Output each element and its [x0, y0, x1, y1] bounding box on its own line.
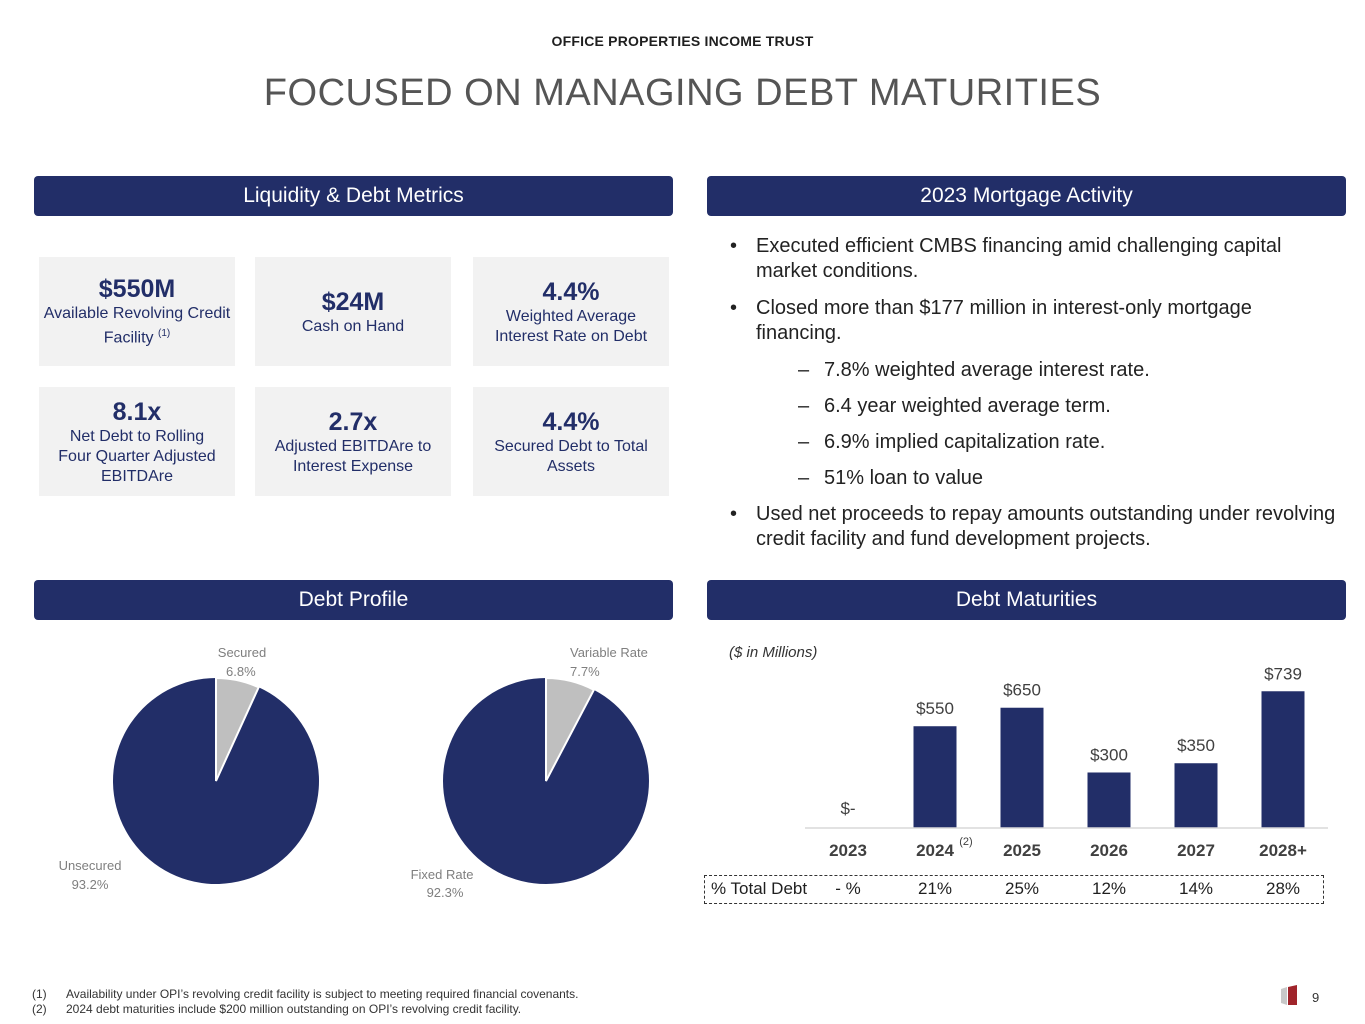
pie-label-variable-rate: Variable Rate — [570, 645, 648, 660]
page-title: FOCUSED ON MANAGING DEBT MATURITIES — [263, 72, 1102, 114]
footnotes: (1) Availability under OPI’s revolving c… — [32, 987, 578, 1017]
bullet-item: Used net proceeds to repay amounts outst… — [730, 502, 1340, 552]
metric-card-ebitda-interest: 2.7x Adjusted EBITDAre to Interest Expen… — [255, 387, 451, 496]
bullet-item: Closed more than $177 million in interes… — [730, 296, 1340, 346]
pie-value-variable-rate: 7.7% — [570, 664, 600, 679]
company-name: OFFICE PROPERTIES INCOME TRUST — [551, 33, 814, 49]
footnote-text: 2024 debt maturities include $200 millio… — [66, 1002, 522, 1016]
category-label: 2027 — [1177, 841, 1215, 860]
metric-label: Adjusted EBITDAre to Interest Expense — [274, 437, 432, 475]
bar-2027 — [1174, 763, 1218, 828]
category-footnote-marker: (2) — [959, 836, 972, 848]
pie-chart-rate-type: Variable Rate 7.7% Fixed Rate 92.3% — [411, 645, 649, 900]
bar-value-label: $650 — [1003, 681, 1041, 700]
metric-value: $24M — [321, 287, 385, 316]
metric-label: Available Revolving Credit Facility (1) — [43, 305, 231, 347]
pct-total-debt-row: % Total Debt - % 21% 25% 12% 14% 28% — [704, 875, 1324, 904]
metric-value: $550M — [98, 275, 176, 304]
bullet-item: Executed efficient CMBS financing amid c… — [730, 234, 1340, 284]
footnote-number: (2) — [32, 1002, 47, 1016]
pie-slice-variable-rate — [545, 676, 596, 782]
metric-label: Net Debt to Rolling Four Quarter Adjuste… — [58, 427, 216, 485]
pct-total-debt-cell: 28% — [1265, 879, 1301, 898]
footnote-2: (2) 2024 debt maturities include $200 mi… — [32, 1002, 578, 1017]
sub-bullet-item: 7.8% weighted average interest rate. — [730, 358, 1340, 383]
bar-2024 — [913, 726, 957, 828]
metric-value: 8.1x — [112, 397, 162, 426]
pie-value-fixed-rate: 92.3% — [427, 885, 464, 900]
pct-total-debt-cell: - % — [835, 879, 861, 898]
sub-bullet-item: 51% loan to value — [730, 466, 1340, 491]
metric-value: 2.7x — [328, 407, 378, 436]
bar-2026 — [1087, 772, 1131, 828]
pie-label-secured: Secured — [218, 645, 266, 660]
bar-2025 — [1000, 707, 1044, 828]
pie-chart-secured: Secured 6.8% Unsecured 93.2% — [59, 645, 320, 892]
metric-card-net-debt-ebitda: 8.1x Net Debt to Rolling Four Quarter Ad… — [39, 387, 235, 496]
pct-total-debt-cell: 12% — [1091, 879, 1127, 898]
metric-card-revolving-credit: $550M Available Revolving Credit Facilit… — [39, 257, 235, 366]
bar-value-label: $550 — [916, 699, 954, 718]
metric-card-secured-debt: 4.4% Secured Debt to Total Assets — [473, 387, 669, 496]
metric-label: Secured Debt to Total Assets — [494, 437, 648, 475]
pct-total-debt-cell: 25% — [1004, 879, 1040, 898]
category-label: 2026 — [1090, 841, 1128, 860]
metric-card-cash: $24M Cash on Hand — [255, 257, 451, 366]
section-header-liquidity: Liquidity & Debt Metrics — [34, 176, 673, 216]
section-header-mortgage: 2023 Mortgage Activity — [707, 176, 1346, 216]
pct-row-label: % Total Debt — [711, 879, 808, 898]
pie-value-secured: 6.8% — [226, 664, 256, 679]
pie-value-unsecured: 93.2% — [72, 877, 109, 892]
pct-total-debt-cell: 14% — [1178, 879, 1214, 898]
category-label: 2028+ — [1259, 841, 1307, 860]
metric-value: 4.4% — [542, 407, 600, 436]
bar-value-label: $- — [840, 799, 855, 818]
category-label: 2025 — [1003, 841, 1041, 860]
footnote-marker: (1) — [158, 328, 171, 340]
category-label: 2023 — [829, 841, 867, 860]
metric-value: 4.4% — [542, 277, 600, 306]
pct-total-debt-cell: 21% — [917, 879, 953, 898]
company-logo-icon — [1281, 985, 1297, 1005]
metric-label: Cash on Hand — [301, 317, 405, 335]
section-header-debt-maturities: Debt Maturities — [707, 580, 1346, 620]
sub-bullet-item: 6.9% implied capitalization rate. — [730, 430, 1340, 455]
pie-label-unsecured: Unsecured — [59, 858, 122, 873]
section-header-debt-profile: Debt Profile — [34, 580, 673, 620]
mortgage-activity-list: Executed efficient CMBS financing amid c… — [730, 234, 1340, 564]
category-label: 2024 — [916, 841, 954, 860]
footnote-text: Availability under OPI’s revolving credi… — [66, 987, 579, 1001]
pie-label-fixed-rate: Fixed Rate — [411, 867, 474, 882]
metric-label: Weighted Average Interest Rate on Debt — [494, 307, 648, 345]
page-number: 9 — [1312, 990, 1320, 1005]
metric-card-interest-rate: 4.4% Weighted Average Interest Rate on D… — [473, 257, 669, 366]
pie-slice-secured — [215, 676, 261, 782]
bar-value-label: $350 — [1177, 736, 1215, 755]
sub-bullet-item: 6.4 year weighted average term. — [730, 394, 1340, 419]
bar-value-label: $739 — [1264, 664, 1302, 683]
bar-2028+ — [1261, 691, 1305, 828]
units-note: ($ in Millions) — [729, 644, 817, 661]
footnote-number: (1) — [32, 987, 47, 1001]
debt-maturities-bar-chart: ($ in Millions) $- $550 $650 $300 $350 $739 2… — [729, 644, 1328, 860]
footnote-1: (1) Availability under OPI’s revolving c… — [32, 987, 578, 1002]
bar-value-label: $300 — [1090, 745, 1128, 764]
